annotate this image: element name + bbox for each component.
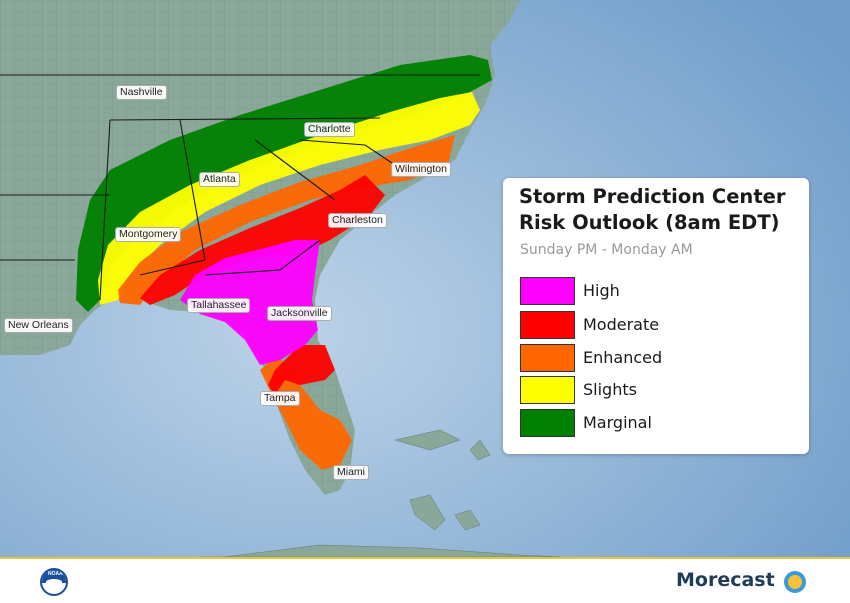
legend-swatch-high: [520, 277, 575, 305]
legend-title: Storm Prediction Center Risk Outlook (8a…: [519, 185, 786, 234]
legend-swatch-marginal: [520, 409, 575, 437]
legend-item-moderate: Moderate: [520, 311, 790, 339]
legend-label-enhanced: Enhanced: [583, 348, 663, 367]
legend-subtitle: Sunday PM - Monday AM: [520, 242, 693, 258]
legend-label-moderate: Moderate: [583, 315, 660, 334]
footer-bar: NOAA Morecast: [0, 557, 850, 603]
legend-label-slight: Slights: [583, 380, 637, 399]
city-label-new-orleans: New Orleans: [4, 318, 73, 333]
legend-item-marginal: Marginal: [520, 409, 790, 437]
morecast-logo-icon: [784, 571, 806, 593]
city-label-charlotte: Charlotte: [304, 122, 355, 137]
risk-slight: [98, 92, 480, 305]
city-label-montgomery: Montgomery: [115, 227, 182, 242]
risk-legend: Storm Prediction Center Risk Outlook (8a…: [503, 178, 809, 454]
legend-label-high: High: [583, 281, 620, 300]
legend-item-enhanced: Enhanced: [520, 344, 790, 372]
city-label-wilmington: Wilmington: [391, 162, 451, 177]
legend-swatch-slight: [520, 376, 575, 404]
legend-item-high: High: [520, 277, 790, 305]
legend-swatch-enhanced: [520, 344, 575, 372]
noaa-logo-icon: NOAA: [40, 568, 68, 596]
brand-name: Morecast: [676, 569, 775, 591]
legend-label-marginal: Marginal: [583, 413, 652, 432]
city-label-jacksonville: Jacksonville: [267, 306, 332, 321]
legend-item-slight: Slights: [520, 376, 790, 404]
state-borders: [0, 74, 480, 301]
risk-moderate: [140, 175, 385, 395]
city-label-charleston: Charleston: [328, 213, 387, 228]
city-label-miami: Miami: [333, 465, 369, 480]
city-label-nashville: Nashville: [116, 85, 167, 100]
legend-swatch-moderate: [520, 311, 575, 339]
city-label-atlanta: Atlanta: [199, 172, 240, 187]
city-label-tampa: Tampa: [260, 391, 300, 406]
city-label-tallahassee: Tallahassee: [187, 298, 251, 313]
